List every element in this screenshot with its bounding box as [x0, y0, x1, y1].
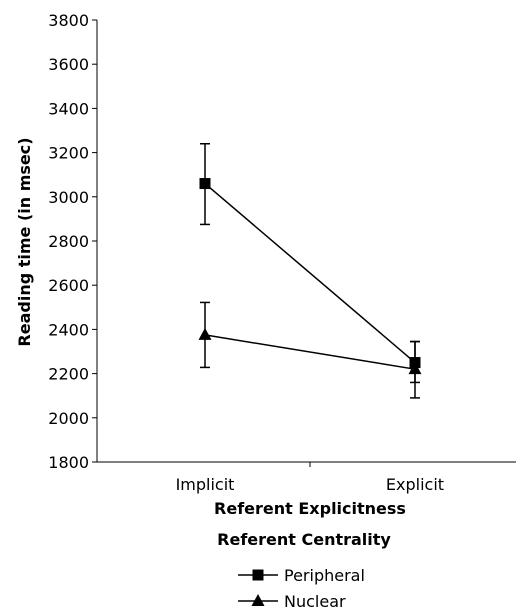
- series-line: [204, 334, 416, 370]
- legend-item-peripheral: Peripheral: [238, 566, 365, 585]
- legend-item-nuclear: Nuclear: [238, 592, 346, 609]
- legend-label: Nuclear: [284, 592, 346, 609]
- y-axis-ticks: 1800 2000 2200 2400 2600 2800 3000 3200 3400 3600…: [48, 11, 97, 472]
- legend-marker-square: [252, 569, 264, 581]
- y-tick-label: 2000: [48, 409, 89, 428]
- legend: Peripheral Nuclear: [238, 566, 365, 609]
- x-axis-title: Referent Explicitness: [214, 499, 406, 518]
- series-nuclear: [198, 301, 422, 399]
- y-tick-label: 3400: [48, 99, 89, 118]
- axes: [96, 20, 516, 463]
- data-point-triangle: [408, 362, 422, 375]
- y-tick-label: 3200: [48, 144, 89, 163]
- y-tick-label: 3000: [48, 188, 89, 207]
- x-tick-label: Implicit: [176, 475, 235, 494]
- y-tick-label: 1800: [48, 453, 89, 472]
- legend-label: Peripheral: [284, 566, 365, 585]
- y-tick-label: 3600: [48, 55, 89, 74]
- series-line: [204, 182, 416, 364]
- x-axis-ticks: Implicit Explicit: [176, 462, 444, 494]
- data-point-square: [199, 178, 211, 190]
- legend-title: Referent Centrality: [217, 530, 391, 549]
- y-tick-label: 2400: [48, 320, 89, 339]
- series-peripheral: [199, 143, 421, 384]
- y-axis-title: Reading time (in msec): [15, 137, 34, 346]
- y-tick-label: 2800: [48, 232, 89, 251]
- legend-marker-triangle: [251, 594, 265, 606]
- y-tick-label: 3800: [48, 11, 89, 30]
- data-point-triangle: [198, 327, 212, 340]
- y-tick-label: 2200: [48, 365, 89, 384]
- series-layer: [198, 143, 422, 399]
- y-tick-label: 2600: [48, 276, 89, 295]
- x-tick-label: Explicit: [386, 475, 444, 494]
